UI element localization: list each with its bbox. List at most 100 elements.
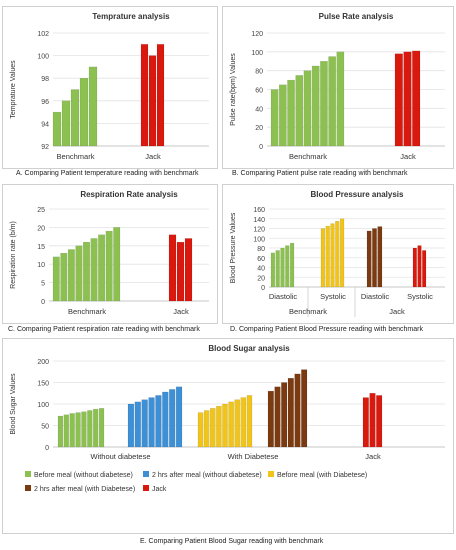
- blood-pressure-chart-panel: Blood Pressure analysis Blood Pressure Va…: [222, 184, 454, 324]
- bar: [294, 373, 301, 448]
- x-category-label: Benchmark: [289, 307, 327, 316]
- bar: [270, 89, 279, 147]
- bar: [403, 51, 412, 147]
- x-tick-label: Diastolic: [269, 292, 298, 301]
- x-tick-label: Systolic: [320, 292, 346, 301]
- bar: [362, 397, 369, 448]
- bar: [63, 414, 69, 448]
- y-tick-label: 60: [257, 256, 265, 263]
- bar: [240, 397, 247, 448]
- y-tick-label: 0: [41, 299, 45, 306]
- bar: [105, 230, 113, 302]
- y-tick-label: 50: [41, 424, 49, 431]
- pulse-chart: Pulse Rate analysis Pulse rate(bpm) Value…: [230, 12, 445, 161]
- bar: [98, 408, 105, 448]
- legend-swatch: [268, 471, 274, 477]
- y-tick-label: 0: [259, 144, 263, 151]
- x-tick-label: With Diabetese: [228, 452, 279, 461]
- bar: [325, 225, 330, 288]
- caption-e: E. Comparing Patient Blood Sugar reading…: [140, 538, 324, 545]
- bar: [75, 245, 83, 302]
- bar: [140, 44, 149, 147]
- bar: [366, 230, 372, 288]
- y-tick-label: 15: [37, 244, 45, 251]
- bar: [222, 403, 228, 448]
- bar: [216, 405, 222, 448]
- y-tick-label: 100: [253, 236, 265, 243]
- bar: [339, 218, 345, 288]
- bar: [377, 226, 383, 288]
- bar: [61, 100, 71, 147]
- bar: [274, 386, 281, 448]
- y-tick-label: 20: [255, 125, 263, 132]
- bar: [335, 220, 340, 288]
- bar: [184, 238, 193, 302]
- x-tick-label: Benchmark: [68, 307, 106, 316]
- x-tick-label: Jack: [400, 152, 416, 161]
- x-tick-label: Jack: [365, 452, 381, 461]
- y-tick-label: 200: [37, 359, 49, 366]
- legend-swatch: [25, 485, 31, 491]
- bar: [203, 410, 210, 448]
- bar: [279, 84, 287, 147]
- legend-label: Before meal (without diabetese): [34, 472, 133, 479]
- bar: [70, 89, 80, 147]
- x-tick-label: Jack: [173, 307, 189, 316]
- bar: [301, 369, 308, 448]
- y-axis-label: Respiration rate (b/m): [10, 221, 17, 289]
- bar: [336, 51, 345, 147]
- legend-label: Before meal (with Diabetese): [277, 472, 367, 479]
- y-tick-label: 20: [257, 275, 265, 282]
- bar: [267, 390, 274, 448]
- bar: [134, 401, 141, 448]
- bar: [376, 395, 383, 448]
- bar: [295, 75, 304, 147]
- bar: [330, 223, 335, 288]
- bar: [287, 378, 294, 448]
- bar: [90, 238, 98, 302]
- bar: [87, 410, 93, 448]
- y-tick-label: 0: [45, 445, 49, 452]
- y-tick-label: 94: [41, 121, 49, 128]
- respiration-chart: Respiration Rate analysis Respiration rat…: [10, 190, 209, 316]
- x-tick-label: Systolic: [407, 292, 433, 301]
- bar: [197, 412, 204, 448]
- blood-pressure-chart: Blood Pressure analysis Blood Pressure Va…: [230, 190, 445, 317]
- y-tick-label: 100: [37, 402, 49, 409]
- blood-sugar-chart-panel: Blood Sugar analysis Blood Sugar Values 0 5…: [2, 338, 454, 534]
- y-tick-label: 102: [37, 31, 49, 38]
- temperature-chart: Temprature analysis Temprature Values 92 94…: [10, 12, 209, 161]
- bar: [148, 397, 155, 448]
- bar: [210, 408, 216, 448]
- y-tick-label: 150: [37, 381, 49, 388]
- blood-sugar-chart: Blood Sugar analysis Blood Sugar Values 0 5…: [10, 344, 445, 493]
- caption-a: A. Comparing Patient temperature reading…: [16, 170, 199, 177]
- x-tick-label: Diastolic: [361, 292, 390, 301]
- y-tick-label: 80: [255, 69, 263, 76]
- y-tick-label: 5: [41, 281, 45, 288]
- bar: [246, 395, 253, 448]
- legend-label: 2 hrs after meal (without diabetese): [152, 472, 262, 479]
- bar: [289, 242, 295, 288]
- bar: [270, 252, 275, 288]
- legend-swatch: [143, 471, 149, 477]
- caption-c: C. Comparing Patient respiration rate re…: [8, 326, 200, 333]
- chart-title: Pulse Rate analysis: [319, 12, 394, 21]
- bar: [285, 245, 290, 288]
- y-tick-label: 140: [253, 217, 265, 224]
- y-tick-label: 80: [257, 246, 265, 253]
- chart-title: Respiration Rate analysis: [80, 190, 178, 199]
- bar: [75, 412, 81, 448]
- bar: [372, 228, 377, 288]
- bar: [275, 250, 280, 288]
- bar: [148, 55, 157, 147]
- bar: [417, 245, 422, 288]
- y-tick-label: 92: [41, 144, 49, 151]
- legend-label: Jack: [152, 486, 167, 493]
- bar: [57, 415, 64, 448]
- bar: [169, 389, 176, 448]
- y-tick-label: 96: [41, 99, 49, 106]
- bar: [422, 250, 427, 288]
- x-tick-label: Jack: [145, 152, 161, 161]
- x-category-label: Jack: [389, 307, 405, 316]
